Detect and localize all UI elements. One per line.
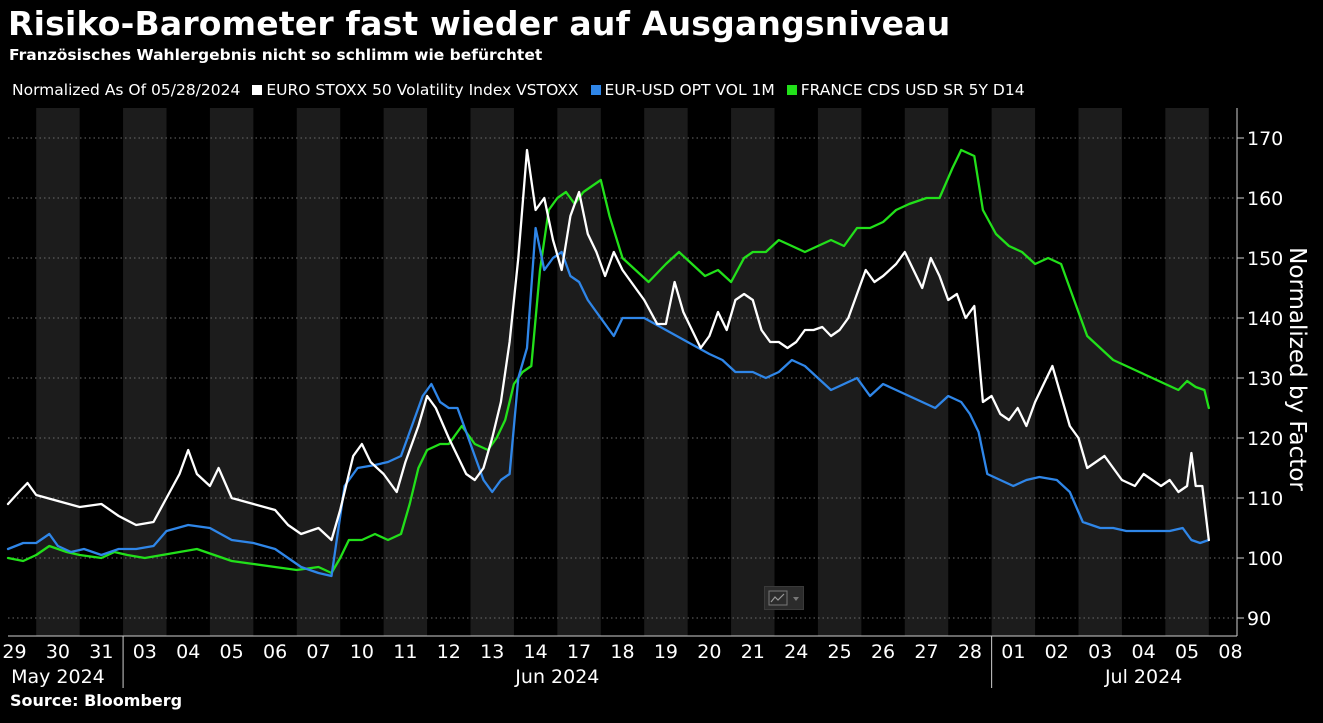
weekday-band	[904, 108, 949, 636]
x-tick-label: 14	[524, 641, 548, 663]
chart-title: Risiko-Barometer fast wieder auf Ausgang…	[8, 4, 951, 43]
x-tick-label: 31	[89, 641, 113, 663]
weekday-band	[209, 108, 254, 636]
legend: Normalized As Of 05/28/2024 EURO STOXX 5…	[12, 81, 1025, 99]
x-tick-label: 20	[697, 641, 721, 663]
y-tick-label: 170	[1247, 128, 1283, 150]
y-tick-label: 140	[1247, 308, 1283, 330]
x-tick-label: 17	[567, 641, 591, 663]
y-axis-label: Normalized by Factor	[1284, 247, 1310, 491]
legend-swatch-eurusd	[590, 85, 601, 95]
weekday-band	[470, 108, 514, 636]
weekday-band	[36, 108, 80, 636]
month-label: May 2024	[11, 666, 105, 688]
x-tick-label: 27	[914, 641, 938, 663]
x-tick-label: 01	[1001, 641, 1025, 663]
chart-type-toggle[interactable]	[764, 586, 804, 610]
weekday-band	[817, 108, 862, 636]
weekday-band	[296, 108, 341, 636]
legend-label-france-cds: FRANCE CDS USD SR 5Y D14	[800, 81, 1025, 99]
weekday-band	[1078, 108, 1122, 636]
x-tick-label: 26	[871, 641, 895, 663]
legend-swatch-france-cds	[786, 85, 797, 95]
series-line-0	[6, 148, 1210, 542]
x-tick-label: 03	[1088, 641, 1112, 663]
x-tick-label: 03	[133, 641, 157, 663]
weekday-band	[123, 108, 167, 636]
x-tick-label: 07	[306, 641, 330, 663]
weekday-band	[557, 108, 601, 636]
y-tick-label: 110	[1247, 488, 1283, 510]
legend-swatch-vstoxx	[252, 85, 263, 95]
x-tick-label: 28	[958, 641, 982, 663]
x-tick-label: 05	[1175, 641, 1199, 663]
x-tick-label: 18	[610, 641, 634, 663]
legend-label-eurusd: EUR-USD OPT VOL 1M	[604, 81, 775, 99]
y-tick-label: 130	[1247, 368, 1283, 390]
weekday-band	[991, 108, 1036, 636]
y-tick-label: 160	[1247, 188, 1283, 210]
legend-label-vstoxx: EURO STOXX 50 Volatility Index VSTOXX	[266, 81, 579, 99]
y-tick-label: 120	[1247, 428, 1283, 450]
weekday-band	[644, 108, 688, 636]
line-chart-icon[interactable]	[765, 587, 803, 609]
x-tick-label: 25	[828, 641, 852, 663]
x-tick-label: 04	[176, 641, 200, 663]
weekday-band	[383, 108, 428, 636]
x-tick-label: 24	[784, 641, 808, 663]
legend-prefix: Normalized As Of 05/28/2024	[12, 81, 241, 99]
gridlines	[8, 137, 1237, 619]
x-tick-label: 21	[741, 641, 765, 663]
x-tick-label: 02	[1045, 641, 1069, 663]
weekday-bands	[36, 108, 1209, 636]
month-label: Jun 2024	[514, 666, 599, 688]
month-label: Jul 2024	[1104, 666, 1182, 688]
weekday-band	[1165, 108, 1209, 636]
source-note: Source: Bloomberg	[10, 691, 183, 710]
x-tick-label: 04	[1132, 641, 1156, 663]
x-tick-label: 29	[2, 641, 26, 663]
x-tick-label: 06	[263, 641, 287, 663]
x-tick-label: 13	[480, 641, 504, 663]
x-tick-label: 19	[654, 641, 678, 663]
chart-subtitle: Französisches Wahlergebnis nicht so schl…	[9, 46, 543, 64]
x-tick-label: 30	[46, 641, 70, 663]
x-tick-label: 12	[437, 641, 461, 663]
y-tick-label: 90	[1247, 608, 1271, 630]
x-tick-label: 10	[350, 641, 374, 663]
y-tick-label: 100	[1247, 548, 1283, 570]
series-line-2	[6, 148, 1210, 575]
y-tick-label: 150	[1247, 248, 1283, 270]
series-line-1	[6, 226, 1210, 578]
x-tick-label: 08	[1218, 641, 1242, 663]
x-tick-label: 05	[220, 641, 244, 663]
series-lines	[6, 148, 1210, 578]
x-tick-label: 11	[393, 641, 417, 663]
